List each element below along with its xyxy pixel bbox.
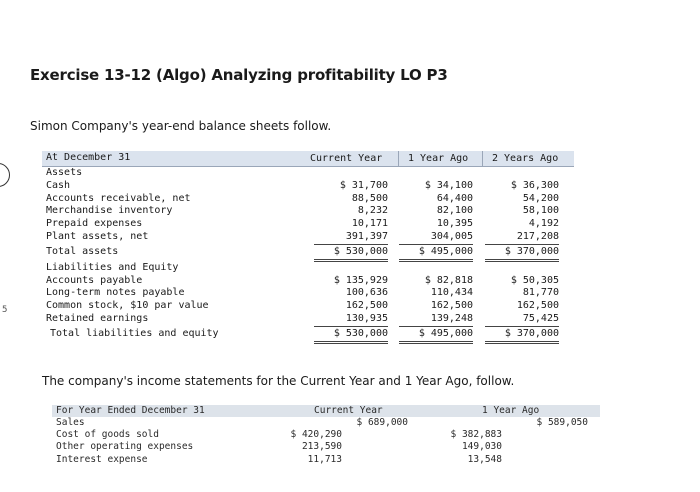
cell-current: $ 135,929 (333, 274, 388, 286)
table-row: Accounts receivable, net 88,500 64,400 54,2… (42, 193, 574, 206)
header-label: For Year Ended December 31 (56, 405, 205, 416)
row-label: Cash (46, 179, 71, 191)
cell-1-year-ago: $ 82,818 (424, 274, 473, 286)
cell-1-year-ago: 110,434 (430, 287, 473, 299)
cell-prior-detail: 13,548 (467, 453, 502, 465)
page-edge-mark: 5 (2, 305, 8, 315)
row-label: Plant assets, net (46, 230, 149, 242)
cell-2-years-ago: $ 50,305 (510, 274, 559, 286)
exercise-title: Exercise 13-12 (Algo) Analyzing profitab… (30, 66, 448, 84)
cell-2-years-ago: 162,500 (516, 300, 559, 312)
cell-current: 130,935 (314, 313, 388, 327)
cell-1-year-ago: $ 495,000 (399, 244, 473, 262)
cell-current: 88,500 (351, 192, 388, 204)
header-label: At December 31 (46, 152, 131, 163)
table-row: Prepaid expenses 10,171 10,395 4,192 (42, 218, 574, 231)
income-statement-intro: The company's income statements for the … (42, 374, 515, 388)
row-label: Long-term notes payable (46, 287, 185, 299)
table-row: Accounts payable $ 135,929 $ 82,818 $ 50,30… (42, 275, 574, 288)
table-row: Cash $ 31,700 $ 34,100 $ 36,300 (42, 180, 574, 193)
header-1-year-ago: 1 Year Ago (408, 153, 469, 164)
cell-1-year-ago: $ 34,100 (424, 179, 473, 191)
table-row: Plant assets, net 391,397 304,005 217,208 (42, 230, 574, 245)
header-2-years-ago: 2 Years Ago (492, 153, 559, 164)
cell-2-years-ago: 81,770 (522, 287, 559, 299)
row-label: Cost of goods sold (56, 429, 159, 441)
page-edge-circle (0, 163, 10, 187)
cell-1-year-ago: 64,400 (436, 192, 473, 204)
table-row: Interest expense 11,713 13,548 (52, 454, 600, 466)
cell-2-years-ago: 58,100 (522, 205, 559, 217)
cell-2-years-ago: $ 36,300 (510, 179, 559, 191)
cell-current-total: $ 689,000 (356, 417, 408, 428)
cell-current-detail: 213,590 (301, 441, 342, 453)
cell-1-year-ago: 10,395 (436, 218, 473, 230)
balance-sheet-header: At December 31 Current Year 1 Year Ago 2… (42, 151, 574, 167)
cell-1-year-ago: $ 495,000 (399, 326, 473, 344)
table-row: Assets (42, 167, 574, 180)
cell-prior-detail: $ 382,883 (450, 429, 502, 441)
header-1-year-ago: 1 Year Ago (482, 405, 540, 416)
row-label: Common stock, $10 par value (46, 300, 209, 312)
header-current-year: Current Year (314, 405, 383, 416)
cell-2-years-ago: 75,425 (485, 313, 559, 327)
table-row: Cost of goods sold $ 420,290 $ 382,883 (52, 429, 600, 441)
intro-text: Simon Company's year-end balance sheets … (30, 119, 332, 133)
table-row: Sales $ 689,000 $ 589,050 (52, 417, 600, 429)
row-label: Sales (56, 417, 85, 428)
cell-1-year-ago: 139,248 (399, 313, 473, 327)
cell-prior-total: $ 589,050 (536, 417, 588, 428)
cell-2-years-ago: 54,200 (522, 192, 559, 204)
row-label: Assets (46, 167, 83, 178)
table-row: Other operating expenses 213,590 149,030 (52, 441, 600, 453)
balance-sheet-table: At December 31 Current Year 1 Year Ago 2… (42, 151, 574, 344)
row-label: Interest expense (56, 453, 148, 465)
table-row: Merchandise inventory 8,232 82,100 58,100 (42, 205, 574, 218)
income-statement-header: For Year Ended December 31 Current Year … (52, 405, 600, 417)
cell-current-detail: 11,713 (307, 453, 342, 465)
cell-1-year-ago: 82,100 (436, 205, 473, 217)
table-row: Long-term notes payable 100,636 110,434 81,… (42, 287, 574, 300)
cell-current: 162,500 (345, 300, 388, 312)
income-statement-table: For Year Ended December 31 Current Year … (52, 405, 600, 466)
cell-2-years-ago: $ 370,000 (485, 326, 559, 344)
table-row: Retained earnings 130,935 139,248 75,425 (42, 312, 574, 327)
cell-current: $ 31,700 (339, 179, 388, 191)
cell-2-years-ago: 4,192 (528, 218, 559, 230)
cell-current: $ 530,000 (314, 326, 388, 344)
table-row: Liabilities and Equity (42, 262, 574, 275)
cell-current: 10,171 (351, 218, 388, 230)
row-label: Prepaid expenses (46, 218, 143, 230)
row-label: Merchandise inventory (46, 205, 173, 217)
cell-2-years-ago: $ 370,000 (485, 244, 559, 262)
cell-current-detail: $ 420,290 (290, 429, 342, 441)
cell-current: 391,397 (314, 231, 388, 245)
row-label: Liabilities and Equity (46, 261, 179, 273)
header-divider (398, 151, 399, 166)
cell-current: $ 530,000 (314, 244, 388, 262)
row-label: Accounts payable (46, 274, 143, 286)
row-label: Total liabilities and equity (50, 327, 219, 339)
row-label: Other operating expenses (56, 441, 194, 453)
cell-1-year-ago: 304,005 (399, 231, 473, 245)
row-label: Total assets (46, 245, 119, 257)
cell-current: 100,636 (345, 287, 388, 299)
cell-current: 8,232 (357, 205, 388, 217)
header-divider (482, 151, 483, 166)
row-label: Accounts receivable, net (46, 192, 191, 204)
cell-prior-detail: 149,030 (461, 441, 502, 453)
header-current-year: Current Year (310, 153, 383, 164)
table-row-total: Total assets $ 530,000 $ 495,000 $ 370,000 (42, 244, 574, 262)
table-row: Common stock, $10 par value 162,500 162,50… (42, 300, 574, 313)
table-row-total: Total liabilities and equity $ 530,000 $ 4… (42, 326, 574, 344)
row-label: Retained earnings (46, 312, 149, 324)
cell-1-year-ago: 162,500 (430, 300, 473, 312)
cell-2-years-ago: 217,208 (485, 231, 559, 245)
